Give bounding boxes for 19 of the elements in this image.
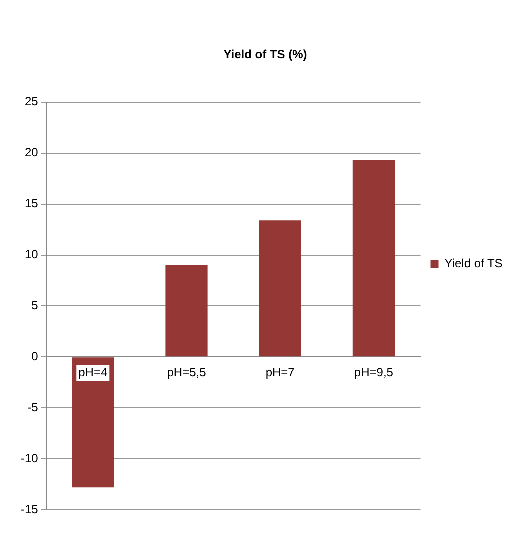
x-tick-label: pH=9,5	[354, 365, 394, 380]
bar	[352, 160, 396, 357]
y-tick-label: 10	[24, 248, 39, 262]
y-tick-label: 20	[24, 146, 39, 160]
y-tick-label: 25	[24, 94, 39, 109]
x-tick-label: pH=4	[78, 365, 108, 380]
x-tick-label: pH=5,5	[167, 365, 207, 380]
y-tick-label: -10	[21, 451, 39, 466]
bar	[166, 265, 208, 357]
y-tick-label: 15	[24, 196, 39, 211]
y-tick-label: 0	[32, 349, 39, 364]
y-tick-label: 5	[32, 298, 39, 313]
bar	[259, 220, 302, 357]
legend-label: Yield of TS	[444, 256, 503, 270]
y-tick-label: -5	[28, 400, 39, 414]
y-tick-label: -15	[21, 502, 39, 516]
chart-title: Yield of TS (%)	[224, 48, 308, 62]
bar	[72, 358, 114, 488]
x-tick-label: pH=7	[266, 365, 296, 380]
